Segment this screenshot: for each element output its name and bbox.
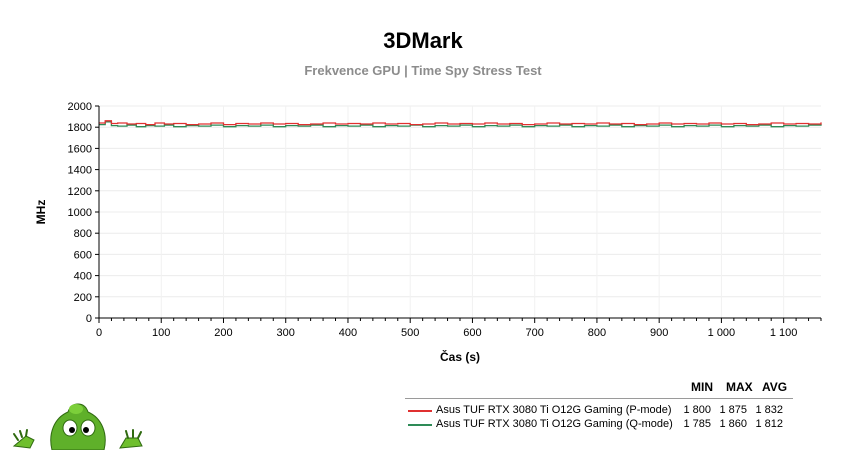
x-tick-label: 400 [339,327,357,339]
y-tick-label: 0 [86,313,92,325]
legend-swatch-q-mode [408,424,432,426]
y-tick-label: 800 [74,228,92,240]
y-tick-label: 1200 [68,186,92,198]
x-tick-label: 0 [96,327,102,339]
y-tick-label: 600 [74,249,92,261]
x-tick-label: 500 [401,327,419,339]
y-tick-label: 1800 [68,122,92,134]
y-tick-label: 1600 [68,143,92,155]
y-tick-label: 1000 [68,207,92,219]
x-tick-label: 600 [463,327,481,339]
x-tick-label: 800 [588,327,606,339]
legend-avg-value: 1 832 [755,404,783,416]
series-line-p-mode [99,120,822,126]
x-tick-label: 1 100 [770,327,798,339]
y-tick-label: 1400 [68,165,92,177]
x-axis-label: Čas (s) [440,349,480,364]
y-tick-label: 200 [74,292,92,304]
series-line-q-mode [99,121,822,128]
legend-header-avg: AVG [762,380,788,394]
mascot-right-hand-icon [119,429,143,449]
legend-row: Asus TUF RTX 3080 Ti O12G Gaming (P-mode… [405,404,793,418]
mascot-logo [12,403,143,450]
legend-max-value: 1 875 [719,404,747,416]
legend-min-value: 1 785 [683,418,711,430]
legend-row: Asus TUF RTX 3080 Ti O12G Gaming (Q-mode… [405,418,793,432]
y-axis-label: MHz [34,200,48,225]
chart-title: 3DMark [383,28,463,53]
chart-grid [98,105,821,319]
chart-subtitle: Frekvence GPU | Time Spy Stress Test [304,63,542,78]
legend-avg-value: 1 812 [755,418,783,430]
legend-header-min: MIN [691,380,713,394]
legend-series-name: Asus TUF RTX 3080 Ti O12G Gaming (P-mode… [436,404,672,416]
x-tick-label: 300 [277,327,295,339]
y-tick-label: 400 [74,271,92,283]
chart-plot: 0 200 400 600 800 1000 1200 1400 1600 1800 2000 0 10… [34,101,822,364]
x-tick-label: 1 000 [708,327,736,339]
legend-header-max: MAX [726,380,753,394]
x-tick-label: 900 [650,327,668,339]
x-tick-label: 200 [214,327,232,339]
chart-ticks: 0 200 400 600 800 1000 1200 1400 1600 1800 2000 0 10… [68,101,822,339]
chart-series-group [99,120,822,128]
mascot-head-icon [50,403,106,450]
x-tick-label: 100 [152,327,170,339]
legend-swatch-p-mode [408,410,432,412]
mascot-left-hand-icon [12,429,35,449]
legend-min-value: 1 800 [683,404,711,416]
legend-max-value: 1 860 [719,418,747,430]
legend-divider [405,398,793,399]
legend-series-name: Asus TUF RTX 3080 Ti O12G Gaming (Q-mode… [436,418,673,430]
y-tick-label: 2000 [68,101,92,113]
x-tick-label: 700 [526,327,544,339]
